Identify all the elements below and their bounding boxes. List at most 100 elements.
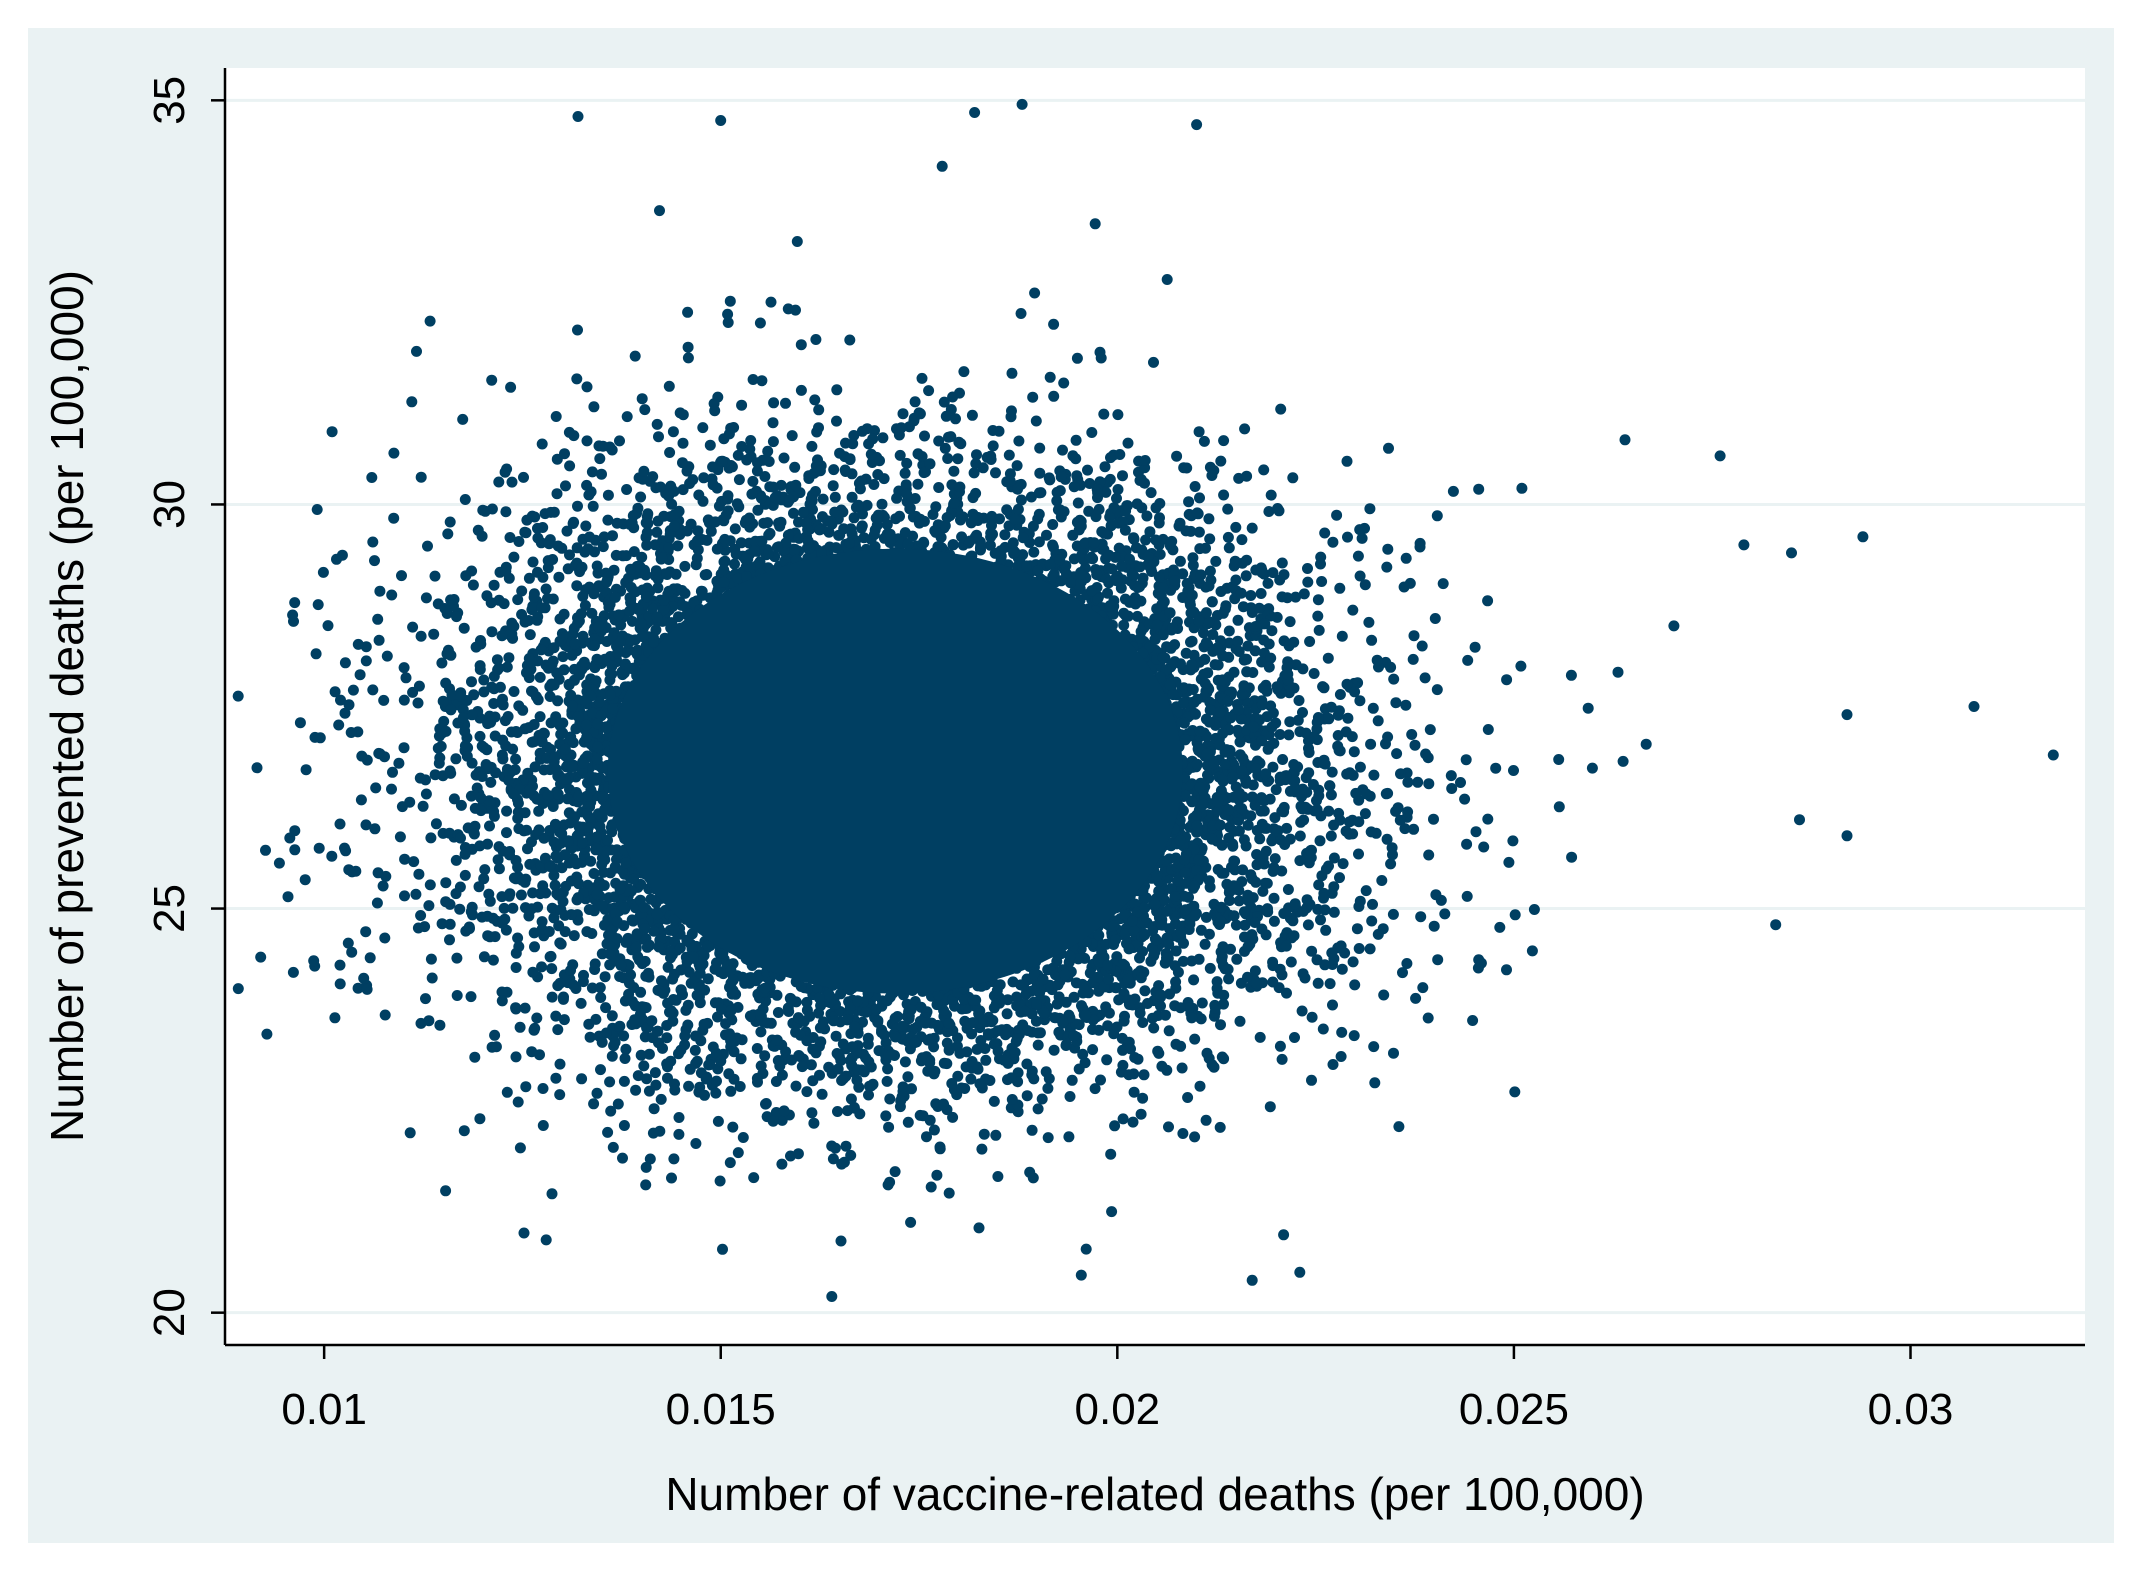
data-point	[1352, 923, 1363, 934]
data-point	[828, 480, 839, 491]
data-point	[604, 1076, 615, 1087]
data-point	[990, 467, 1001, 478]
data-point	[1583, 703, 1594, 714]
data-point	[828, 464, 839, 475]
data-point	[1482, 595, 1493, 606]
data-point	[513, 536, 524, 547]
data-point	[413, 869, 424, 880]
data-point	[1031, 416, 1042, 427]
data-point	[478, 686, 489, 697]
data-point	[979, 1129, 990, 1140]
data-point	[1049, 1045, 1060, 1056]
data-point	[958, 366, 969, 377]
data-point	[1390, 697, 1401, 708]
data-point	[367, 684, 378, 695]
data-point	[953, 437, 964, 448]
data-point	[882, 1063, 893, 1074]
data-point	[1034, 468, 1045, 479]
data-point	[1425, 724, 1436, 735]
data-point	[1503, 857, 1514, 868]
data-point	[1164, 1025, 1175, 1036]
data-point	[546, 963, 557, 974]
data-point	[1410, 740, 1421, 751]
data-point	[1420, 672, 1431, 683]
data-point	[454, 904, 465, 915]
data-point	[733, 1147, 744, 1158]
data-point	[831, 384, 842, 395]
data-point	[537, 439, 548, 450]
data-point	[440, 1185, 451, 1196]
data-point	[1218, 941, 1229, 952]
data-point	[621, 484, 632, 495]
data-point	[1218, 435, 1229, 446]
data-point	[685, 1064, 696, 1075]
data-point	[736, 400, 747, 411]
data-point	[1266, 490, 1277, 501]
data-point	[652, 419, 663, 430]
data-point	[478, 675, 489, 686]
data-point	[1029, 288, 1040, 299]
data-point	[1277, 1054, 1288, 1065]
data-point	[1148, 1023, 1159, 1034]
data-point	[1268, 866, 1279, 877]
data-point	[766, 297, 777, 308]
data-point	[513, 798, 524, 809]
data-point	[497, 995, 508, 1006]
data-point	[459, 1125, 470, 1136]
data-point	[1033, 1103, 1044, 1114]
data-point	[515, 1022, 526, 1033]
data-point	[261, 1029, 272, 1040]
data-point	[1199, 436, 1210, 447]
data-point	[1618, 756, 1629, 767]
data-point	[379, 933, 390, 944]
data-point	[1256, 588, 1267, 599]
data-point	[1136, 1109, 1147, 1120]
data-point	[1295, 831, 1306, 842]
data-point	[1355, 762, 1366, 773]
data-point	[683, 352, 694, 363]
data-point	[1459, 794, 1470, 805]
data-point	[1318, 1024, 1329, 1035]
data-point	[1290, 898, 1301, 909]
data-point	[1335, 689, 1346, 700]
data-point	[900, 468, 911, 479]
data-point	[901, 479, 912, 490]
data-point	[830, 1143, 841, 1154]
data-point	[599, 880, 610, 891]
data-point	[1566, 670, 1577, 681]
data-point	[1223, 973, 1234, 984]
data-point	[836, 1236, 847, 1247]
data-point	[844, 335, 855, 346]
data-point	[1073, 498, 1084, 509]
data-point	[600, 1002, 611, 1013]
data-point	[1315, 835, 1326, 846]
data-point	[1516, 483, 1527, 494]
data-point	[1278, 1229, 1289, 1240]
data-point	[1189, 650, 1200, 661]
data-point	[1297, 1006, 1308, 1017]
data-point	[877, 432, 888, 443]
data-point	[502, 1087, 513, 1098]
data-point	[1076, 1270, 1087, 1281]
data-point	[329, 1012, 340, 1023]
data-point	[1314, 625, 1325, 636]
data-point	[511, 962, 522, 973]
data-point	[607, 1051, 618, 1062]
data-point	[395, 831, 406, 842]
data-point	[1086, 427, 1097, 438]
data-point	[1235, 1016, 1246, 1027]
data-point	[1315, 914, 1326, 925]
data-point	[1263, 578, 1274, 589]
data-point	[652, 582, 663, 593]
data-point	[314, 843, 325, 854]
data-point	[528, 557, 539, 568]
data-point	[1501, 674, 1512, 685]
data-point	[1373, 715, 1384, 726]
data-point	[1399, 582, 1410, 593]
data-point	[489, 1030, 500, 1041]
data-point	[444, 934, 455, 945]
data-point	[386, 590, 397, 601]
data-point	[1415, 542, 1426, 553]
data-point	[393, 758, 404, 769]
